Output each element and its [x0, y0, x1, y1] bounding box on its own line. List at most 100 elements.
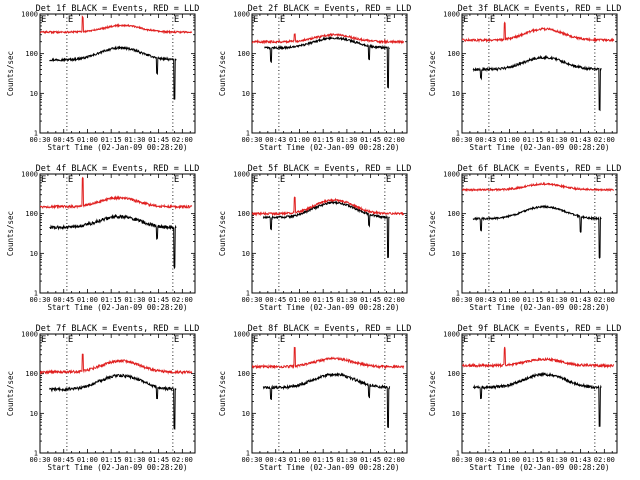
y-tick-label: 1	[34, 130, 38, 138]
event-marker-label: E	[386, 335, 391, 345]
event-marker-label: E	[68, 175, 73, 185]
x-tick-label: 01:45	[360, 456, 381, 464]
x-tick-label: 01:30	[336, 296, 357, 304]
x-tick-label: 01:15	[101, 136, 122, 144]
x-tick-label: 02:00	[172, 136, 193, 144]
x-tick-label: 00:30	[451, 456, 472, 464]
event-marker-label: E	[253, 335, 258, 345]
y-tick-label: 10	[30, 410, 38, 418]
y-tick-label: 100	[25, 370, 38, 378]
y-tick-label: 100	[447, 50, 460, 58]
x-tick-label: 01:15	[523, 296, 544, 304]
y-tick-label: 100	[237, 210, 250, 218]
y-tick-label: 1	[456, 290, 460, 298]
y-tick-label: 1	[246, 290, 250, 298]
y-tick-label: 1000	[233, 171, 250, 179]
y-axis-label: Counts/sec	[6, 211, 15, 256]
chart-panel-4: Det 4f BLACK = Events, RED = LLD 00:30 00:…	[6, 164, 199, 312]
y-tick-label: 10	[30, 90, 38, 98]
y-tick-label: 10	[242, 90, 250, 98]
x-tick-label: 01:30	[546, 136, 567, 144]
y-tick-label: 10	[242, 250, 250, 258]
x-tick-label: 00:30	[29, 296, 50, 304]
chart-title: Det 7f BLACK = Events, RED = LLD	[36, 324, 200, 334]
x-tick-label: 01:30	[336, 456, 357, 464]
y-axis-label: Counts/sec	[218, 211, 227, 256]
x-tick-label: 01:30	[124, 456, 145, 464]
x-axis-label: Start Time (02-Jan-09 00:28:20)	[260, 463, 400, 472]
x-tick-label: 00:30	[451, 296, 472, 304]
x-tick-label: 01:00	[77, 136, 98, 144]
event-marker-label: E	[386, 15, 391, 25]
x-tick-label: 02:00	[594, 136, 615, 144]
plot-frame	[39, 173, 196, 294]
plot-frame	[251, 13, 408, 134]
x-tick-label: 00:45	[53, 456, 74, 464]
event-marker-label: E	[463, 15, 468, 25]
y-tick-label: 1000	[443, 171, 460, 179]
x-tick-label: 01:45	[360, 136, 381, 144]
y-tick-label: 10	[452, 250, 460, 258]
plot-frame	[461, 333, 618, 454]
x-tick-label: 01:00	[289, 296, 310, 304]
y-tick-label: 10	[452, 90, 460, 98]
chart-title: Det 4f BLACK = Events, RED = LLD	[36, 164, 200, 174]
x-tick-label: 00:43	[475, 296, 496, 304]
event-marker-label: E	[490, 175, 495, 185]
plot-frame	[461, 173, 618, 294]
y-axis-label: Counts/sec	[428, 51, 437, 96]
lld-series-line	[252, 32, 405, 45]
lld-series-line	[40, 353, 193, 376]
y-tick-label: 10	[452, 410, 460, 418]
x-axis-label: Start Time (02-Jan-09 00:28:20)	[48, 463, 188, 472]
event-marker-label: E	[68, 335, 73, 345]
chart-title: Det 8f BLACK = Events, RED = LLD	[248, 324, 412, 334]
x-tick-label: 00:45	[265, 296, 286, 304]
y-tick-label: 10	[30, 250, 38, 258]
plot-frame	[461, 13, 618, 134]
x-tick-label: 01:00	[499, 136, 520, 144]
lld-series-line	[40, 15, 192, 35]
x-axis-label: Start Time (02-Jan-09 00:28:20)	[260, 143, 400, 152]
y-tick-label: 1000	[233, 331, 250, 339]
event-marker-label: E	[280, 335, 285, 345]
x-tick-label: 01:45	[360, 296, 381, 304]
chart-panel-3: Det 3f BLACK = Events, RED = LLD 00:30 00:…	[428, 4, 621, 152]
event-marker-label: E	[41, 175, 46, 185]
x-tick-label: 01:15	[101, 456, 122, 464]
event-marker-label: E	[253, 175, 258, 185]
lld-series-line	[40, 176, 193, 210]
x-tick-label: 00:30	[241, 136, 262, 144]
y-tick-label: 1	[246, 130, 250, 138]
x-tick-label: 00:43	[265, 456, 286, 464]
x-tick-label: 01:15	[313, 456, 334, 464]
x-tick-label: 01:43	[570, 296, 591, 304]
x-tick-label: 02:00	[384, 456, 405, 464]
y-axis-label: Counts/sec	[218, 51, 227, 96]
x-tick-label: 00:45	[53, 296, 74, 304]
x-tick-label: 01:30	[124, 136, 145, 144]
chart-panel-2: Det 2f BLACK = Events, RED = LLD 00:30 00:…	[218, 4, 411, 152]
event-marker-label: E	[174, 15, 179, 25]
x-axis-label: Start Time (02-Jan-09 00:28:20)	[470, 303, 610, 312]
x-tick-label: 01:45	[148, 456, 169, 464]
x-axis-label: Start Time (02-Jan-09 00:28:20)	[48, 303, 188, 312]
lld-series-line	[462, 181, 615, 192]
x-tick-label: 01:30	[336, 136, 357, 144]
events-series-line	[49, 45, 177, 100]
y-tick-label: 1000	[443, 331, 460, 339]
x-tick-label: 01:15	[523, 456, 544, 464]
x-tick-label: 00:43	[475, 456, 496, 464]
y-tick-label: 1000	[233, 11, 250, 19]
event-marker-label: E	[490, 15, 495, 25]
chart-panel-9: Det 9f BLACK = Events, RED = LLD 00:30 00:…	[428, 324, 621, 472]
events-series-line	[472, 204, 602, 259]
event-marker-label: E	[596, 175, 601, 185]
event-marker-label: E	[280, 175, 285, 185]
y-tick-label: 1000	[21, 11, 38, 19]
event-marker-label: E	[490, 335, 495, 345]
x-axis-label: Start Time (02-Jan-09 00:28:20)	[470, 463, 610, 472]
x-tick-label: 01:15	[523, 136, 544, 144]
event-marker-label: E	[280, 15, 285, 25]
